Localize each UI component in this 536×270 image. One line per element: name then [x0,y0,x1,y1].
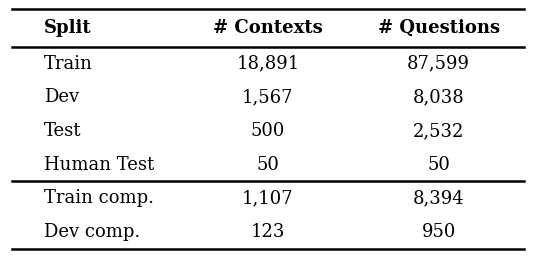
Text: # Contexts: # Contexts [213,19,323,37]
Text: Dev: Dev [44,88,79,106]
Text: 2,532: 2,532 [413,122,464,140]
Text: 1,107: 1,107 [242,189,294,207]
Text: 950: 950 [421,223,456,241]
Text: Human Test: Human Test [44,156,154,174]
Text: Train comp.: Train comp. [44,189,154,207]
Text: # Questions: # Questions [377,19,500,37]
Text: 1,567: 1,567 [242,88,294,106]
Text: Split: Split [44,19,92,37]
Text: Dev comp.: Dev comp. [44,223,140,241]
Text: 500: 500 [251,122,285,140]
Text: 87,599: 87,599 [407,55,470,73]
Text: Train: Train [44,55,93,73]
Text: 18,891: 18,891 [236,55,300,73]
Text: 123: 123 [251,223,285,241]
Text: Test: Test [44,122,81,140]
Text: 50: 50 [427,156,450,174]
Text: 8,394: 8,394 [413,189,464,207]
Text: 50: 50 [257,156,279,174]
Text: 8,038: 8,038 [413,88,465,106]
